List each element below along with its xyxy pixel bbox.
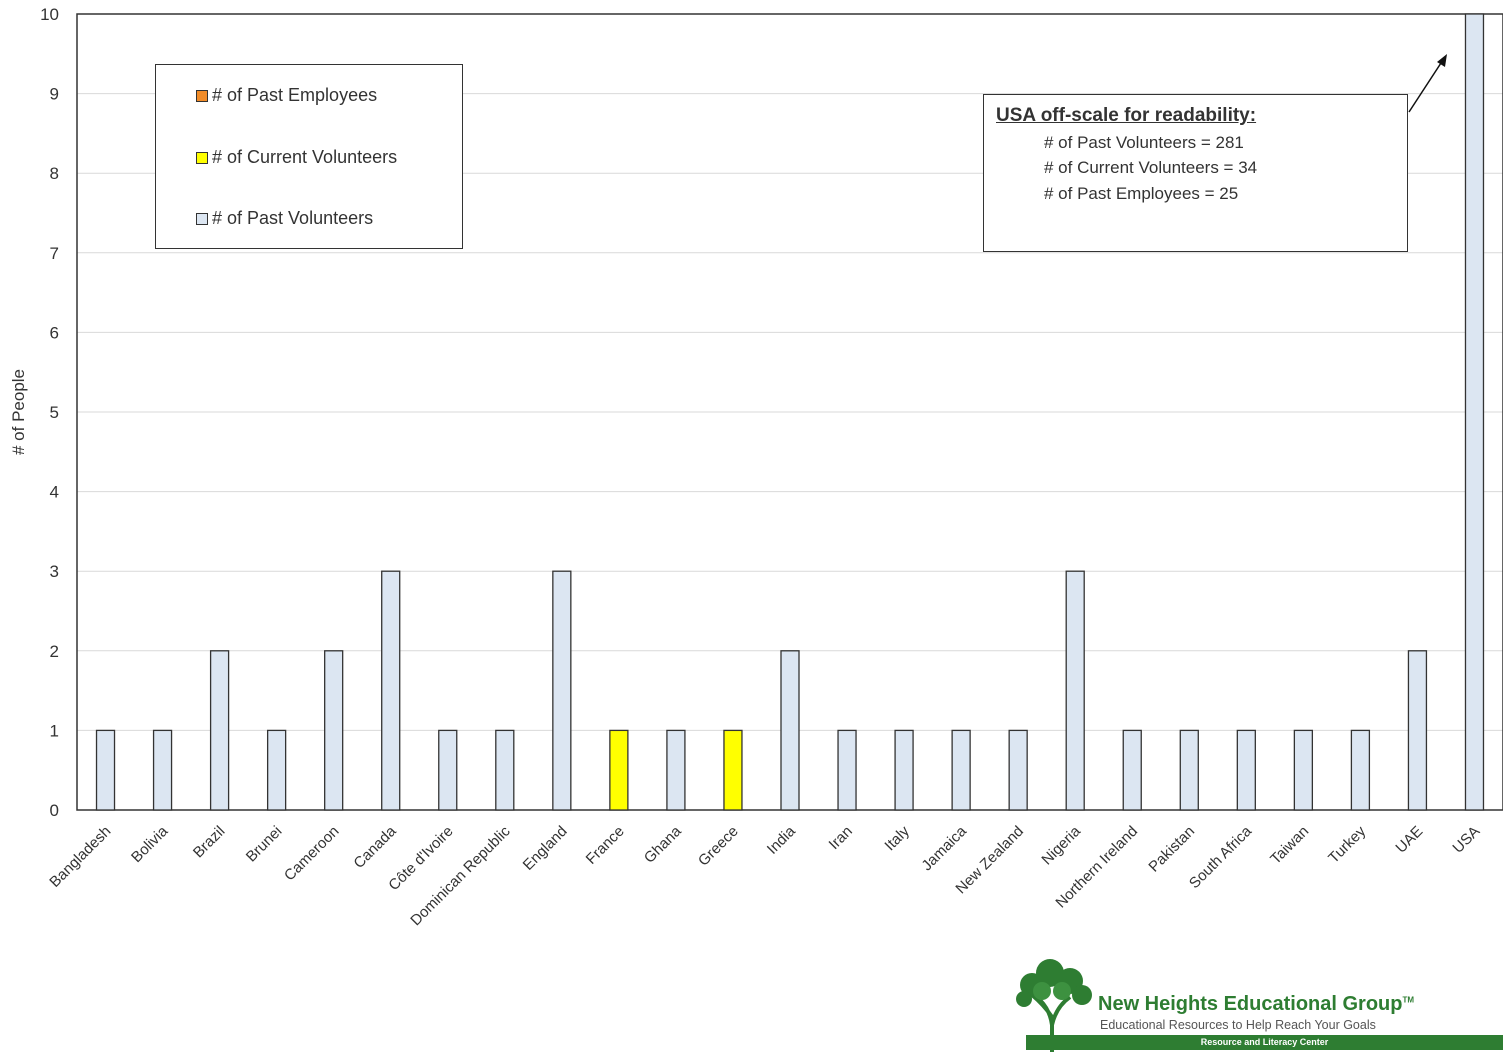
bar-new-zealand-of-past-volunteers: [1008, 729, 1028, 811]
y-tick-label: 3: [50, 562, 59, 581]
legend-label-current-volunteers: # of Current Volunteers: [212, 147, 398, 167]
y-tick-label: 9: [50, 85, 59, 104]
y-tick-label: 7: [50, 244, 59, 263]
y-tick-label: 0: [50, 801, 59, 820]
legend-swatch-current-volunteers: [196, 151, 208, 164]
bar-greece-of-current-volunteers: [723, 729, 743, 811]
x-tick-label-brazil: Brazil: [190, 823, 229, 862]
legend-label-past-volunteers: # of Past Volunteers: [212, 208, 374, 228]
x-tick-label-usa: USA: [1449, 823, 1483, 857]
bar-england-of-past-volunteers: [552, 570, 572, 811]
y-tick-label: 10: [40, 5, 59, 24]
logo-name-text: New Heights Educational Group: [1098, 993, 1403, 1015]
usa-offscale-note: USA off-scale for readability: # of Past…: [983, 94, 1408, 252]
x-tick-label-greece: Greece: [695, 823, 742, 870]
bar-france-of-current-volunteers: [609, 729, 629, 811]
bar-taiwan-of-past-volunteers: [1293, 729, 1314, 811]
x-tick-label-england: England: [520, 823, 571, 874]
tree-icon: [1016, 959, 1092, 1052]
note-line-past-employees: # of Past Employees = 25: [1044, 184, 1239, 203]
bar-cote-d-ivoire-of-past-volunteers: [438, 729, 458, 811]
bar-bolivia-of-past-volunteers: [152, 729, 173, 811]
x-tick-label-jamaica: Jamaica: [918, 822, 970, 874]
y-tick-label: 8: [50, 164, 59, 183]
note-line-current-volunteers: # of Current Volunteers = 34: [1044, 158, 1258, 177]
legend-swatch-past-volunteers: [196, 212, 208, 225]
x-tick-label-cameroon: Cameroon: [281, 823, 343, 885]
x-tick-label-bangladesh: Bangladesh: [46, 823, 114, 891]
annotation-arrow-head: [1437, 54, 1447, 67]
legend-item-past-employees: # of Past Employees: [196, 85, 377, 106]
y-tick-label: 6: [50, 323, 59, 342]
y-tick-label: 5: [50, 403, 59, 422]
bar-uae-of-past-volunteers: [1407, 650, 1428, 811]
bar-south-africa-of-past-volunteers: [1236, 729, 1256, 811]
logo-tagline: Educational Resources to Help Reach Your…: [1100, 1018, 1376, 1032]
x-tick-label-turkey: Turkey: [1325, 822, 1369, 866]
logo-trademark: TM: [1402, 995, 1415, 1005]
bar-canada-of-past-volunteers: [381, 570, 401, 811]
annotation-arrow-line: [1408, 62, 1442, 113]
legend-item-past-volunteers: # of Past Volunteers: [196, 208, 373, 229]
logo-banner: Resource and Literacy Center: [1026, 1035, 1503, 1050]
x-tick-label-italy: Italy: [881, 822, 913, 854]
x-tick-label-india: India: [764, 822, 799, 857]
y-axis-label: # of People: [9, 369, 28, 455]
bar-ghana-of-past-volunteers: [666, 729, 686, 811]
bar-bangladesh-of-past-volunteers: [95, 729, 116, 811]
bar-jamaica-of-past-volunteers: [951, 729, 971, 811]
y-tick-label: 1: [50, 721, 59, 740]
legend-item-current-volunteers: # of Current Volunteers: [196, 147, 397, 168]
bar-nigeria-of-past-volunteers: [1065, 570, 1085, 811]
legend-swatch-past-employees: [196, 89, 208, 102]
legend-label-past-employees: # of Past Employees: [212, 85, 378, 105]
bar-india-of-past-volunteers: [780, 650, 800, 811]
x-tick-label-uae: UAE: [1392, 823, 1426, 857]
x-tick-label-canada: Canada: [350, 822, 400, 872]
x-tick-label-south-africa: South Africa: [1186, 822, 1256, 892]
bar-italy-of-past-volunteers: [894, 729, 914, 811]
x-tick-label-brunei: Brunei: [243, 823, 286, 866]
note-line-past-volunteers: # of Past Volunteers = 281: [1044, 133, 1244, 152]
x-tick-label-nigeria: Nigeria: [1038, 822, 1084, 868]
x-tick-label-bolivia: Bolivia: [128, 822, 172, 866]
bar-pakistan-of-past-volunteers: [1179, 729, 1199, 811]
bar-turkey-of-past-volunteers: [1350, 729, 1371, 811]
note-title: USA off-scale for readability:: [996, 105, 1257, 126]
x-tick-label-france: France: [583, 823, 628, 868]
bar-brunei-of-past-volunteers: [266, 729, 287, 811]
x-tick-label-dominican-republic: Dominican Republic: [407, 822, 514, 929]
company-logo: New Heights Educational GroupTM Educatio…: [1010, 955, 1503, 1052]
bar-usa-of-past-volunteers: [1464, 13, 1485, 811]
x-tick-label-pakistan: Pakistan: [1145, 823, 1198, 876]
logo-name: New Heights Educational GroupTM: [1098, 993, 1414, 1016]
y-tick-label: 4: [50, 483, 59, 502]
x-tick-label-ghana: Ghana: [641, 822, 685, 866]
y-tick-label: 2: [50, 642, 59, 661]
x-tick-label-taiwan: Taiwan: [1267, 823, 1312, 868]
bar-cameroon-of-past-volunteers: [324, 650, 344, 811]
bar-iran-of-past-volunteers: [837, 729, 857, 811]
x-tick-label-iran: Iran: [826, 823, 856, 853]
legend: # of Past Employees # of Current Volunte…: [155, 64, 463, 249]
bar-dominican-republic-of-past-volunteers: [495, 729, 515, 811]
bar-northern-ireland-of-past-volunteers: [1122, 729, 1142, 811]
bar-brazil-of-past-volunteers: [209, 650, 230, 811]
